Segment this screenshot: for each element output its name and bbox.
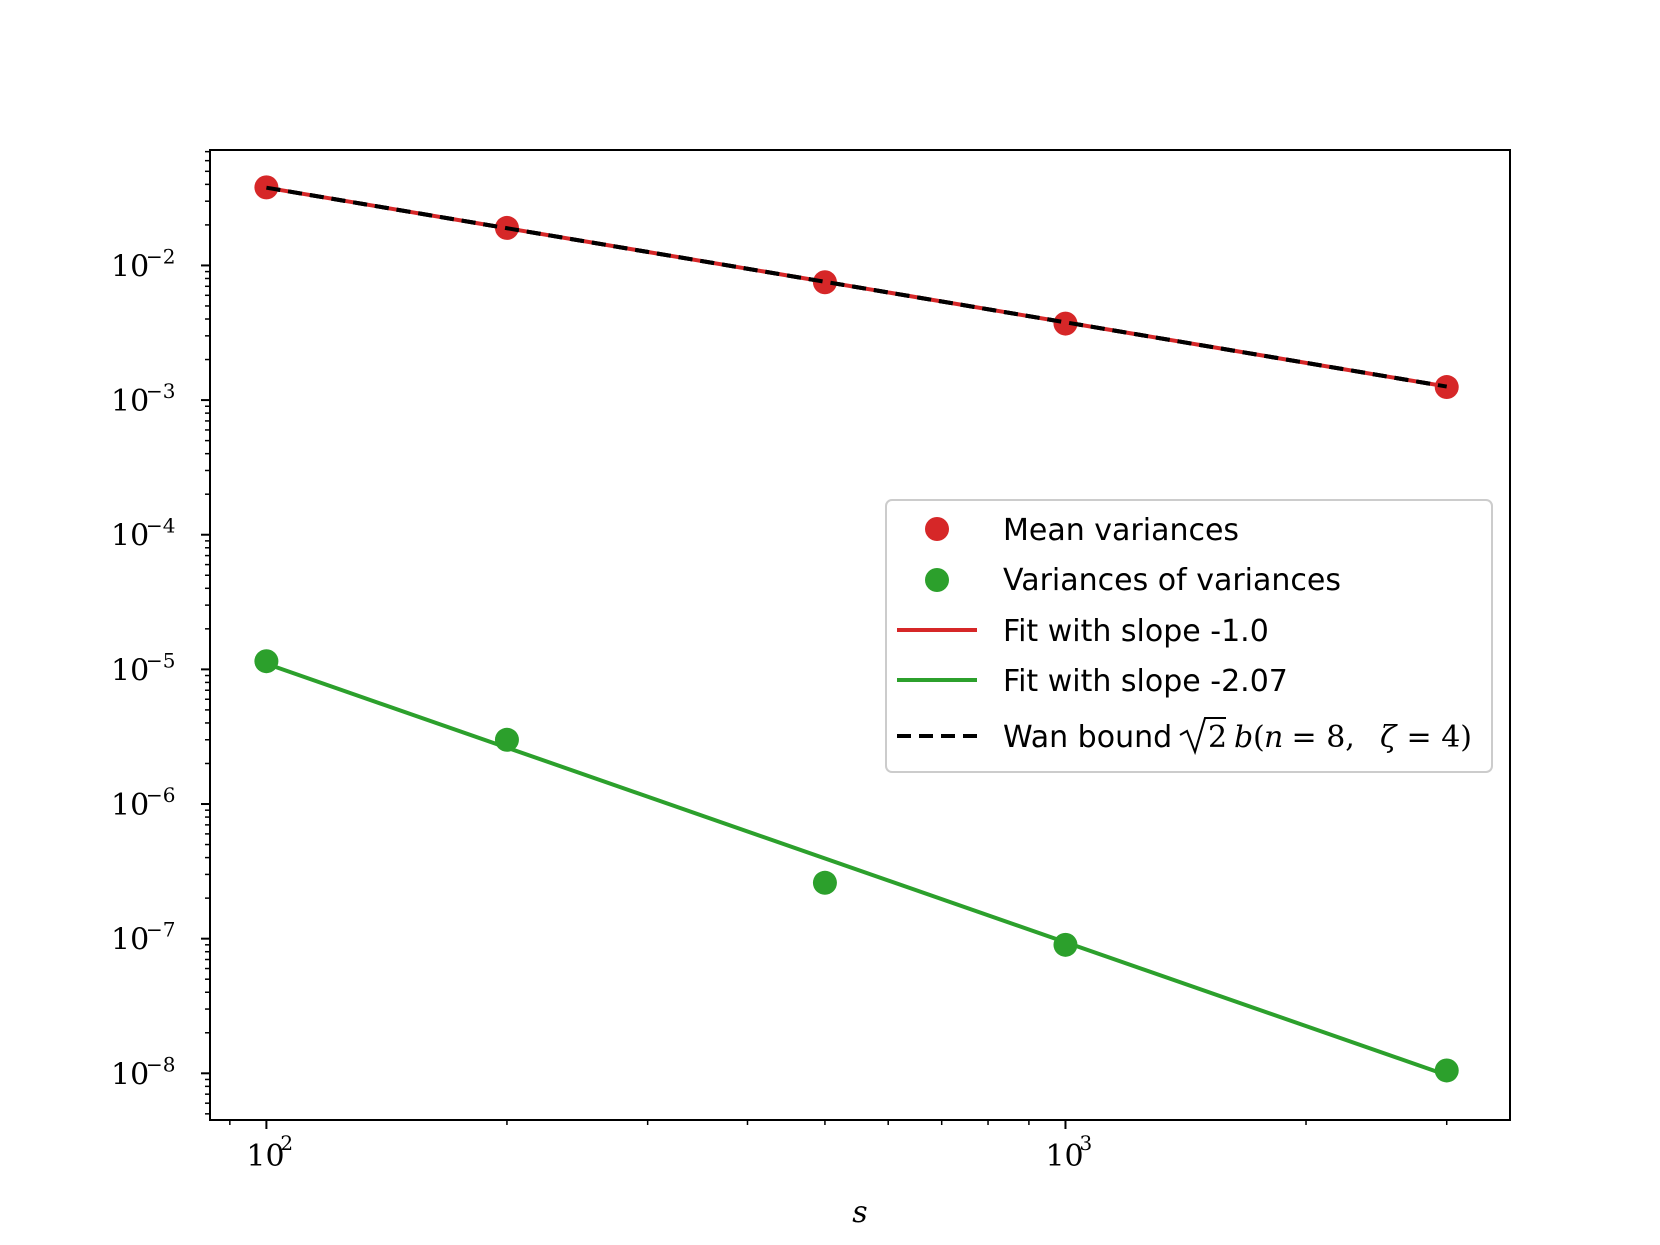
y-tick-label: 10 [111, 923, 149, 958]
sqrt-sign [1179, 717, 1226, 756]
legend-label-fit-slope-2: Fit with slope -2.07 [1003, 664, 1288, 699]
y-tick-exponent: −2 [146, 244, 175, 268]
y-tick-exponent: −7 [146, 918, 175, 942]
formula-zeta: ζ [1380, 720, 1398, 755]
y-tick-label: 10 [111, 249, 149, 284]
formula-open-paren: ( [1253, 720, 1265, 755]
point-mean-variances [1053, 311, 1078, 336]
y-tick-exponent: −8 [146, 1052, 175, 1076]
legend-marker-variances-of-variances [925, 568, 949, 592]
y-tick-label: 10 [111, 1057, 149, 1092]
point-variances-of-variances [812, 870, 837, 895]
point-mean-variances [1434, 375, 1459, 400]
x-tick-label: 10 [246, 1139, 284, 1174]
y-tick-exponent: −4 [146, 514, 175, 538]
x-tick-exponent: 2 [280, 1131, 293, 1155]
point-mean-variances [812, 270, 837, 295]
legend-label-variances-of-variances: Variances of variances [1003, 563, 1341, 598]
point-variances-of-variances [254, 649, 279, 674]
x-tick-label: 10 [1045, 1139, 1083, 1174]
legend: Mean variances Variances of variances Fi… [885, 499, 1493, 773]
formula-eq1: = 8, [1282, 720, 1364, 755]
y-tick-exponent: −6 [146, 783, 175, 807]
legend-label-wan-bound: Wan bound [1003, 720, 1172, 755]
y-tick-labels: 10−210−310−410−510−610−710−8 [111, 244, 175, 1092]
series-line-wan-bound-overlay [266, 185, 1448, 389]
legend-box [885, 499, 1493, 773]
y-tick-label: 10 [111, 384, 149, 419]
formula-n: n [1264, 720, 1283, 755]
y-tick-label: 10 [111, 788, 149, 823]
point-variances-of-variances [494, 727, 519, 752]
legend-wan-bound-formula: 2 b ( n = 8, ζ = 4) [1179, 717, 1472, 756]
y-tick-label: 10 [111, 519, 149, 554]
point-variances-of-variances [1434, 1058, 1459, 1083]
x-tick-exponent: 3 [1079, 1131, 1092, 1155]
x-tick-labels: 102 103 [246, 1131, 1092, 1174]
point-mean-variances [254, 175, 279, 200]
sqrt-argument: 2 [1208, 720, 1227, 755]
y-tick-label: 10 [111, 653, 149, 688]
legend-label-mean-variances: Mean variances [1003, 513, 1239, 548]
legend-marker-mean-variances [925, 517, 949, 541]
formula-func: b [1234, 720, 1253, 755]
y-tick-exponent: −5 [146, 648, 175, 672]
plot-frame [209, 149, 1511, 1121]
legend-label-fit-slope-1: Fit with slope -1.0 [1003, 614, 1269, 649]
point-variances-of-variances [1053, 932, 1078, 957]
formula-eq2: = 4) [1397, 720, 1472, 755]
x-axis-label: s [852, 1195, 867, 1230]
series-layer [254, 175, 1459, 1083]
major-ticks [201, 264, 1067, 1129]
y-tick-exponent: −3 [146, 379, 175, 403]
series-line-fit-with-slope-2-07 [265, 661, 1448, 1077]
